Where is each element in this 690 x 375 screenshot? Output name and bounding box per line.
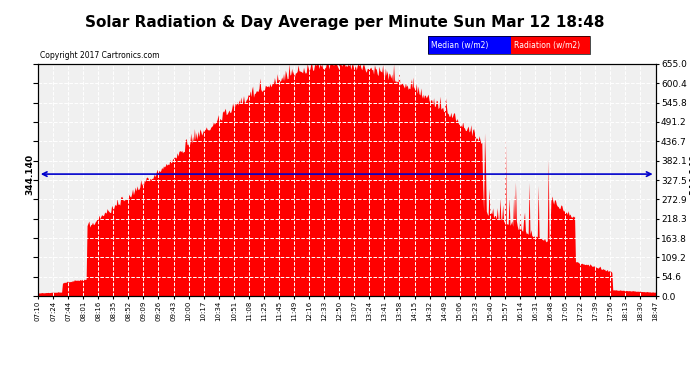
Text: Radiation (w/m2): Radiation (w/m2): [514, 41, 580, 50]
Text: 344.140: 344.140: [26, 153, 35, 195]
Text: Median (w/m2): Median (w/m2): [431, 41, 489, 50]
Text: Copyright 2017 Cartronics.com: Copyright 2017 Cartronics.com: [40, 51, 159, 60]
Text: Solar Radiation & Day Average per Minute Sun Mar 12 18:48: Solar Radiation & Day Average per Minute…: [86, 15, 604, 30]
